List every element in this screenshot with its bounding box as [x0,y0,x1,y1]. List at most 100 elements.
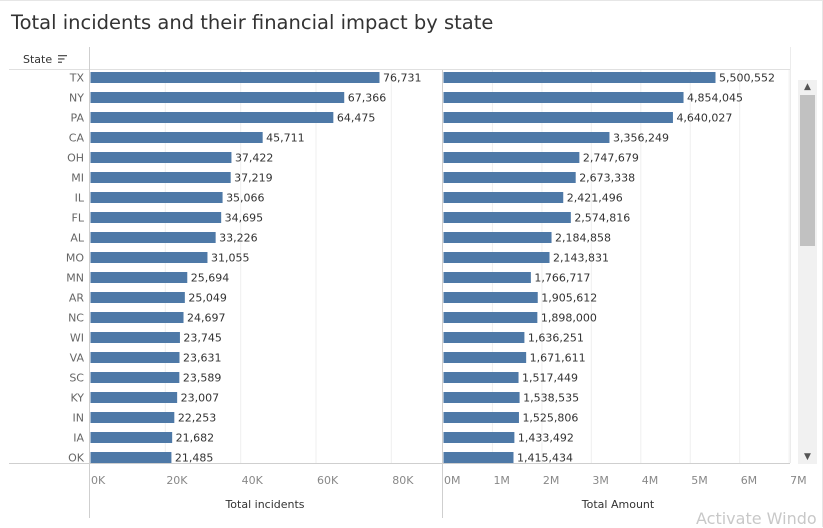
amount-value-label-pa: 4,640,027 [676,112,732,125]
incidents-bar-sc [90,372,180,383]
row-label-sc: SC [69,372,84,385]
grid-layer [164,70,790,463]
amount-bar-fl [443,212,571,223]
incidents-bar-tx [90,72,380,83]
incidents-value-label-va: 23,631 [183,352,222,365]
row-label-ny: NY [69,92,84,105]
sort-icon[interactable] [58,55,67,63]
state-header: State [23,53,67,66]
row-label-ar: AR [69,292,85,305]
row-label-ia: IA [73,432,84,445]
amount-bar-ia [443,432,515,443]
amount-bar-ar [443,292,538,303]
amount-bar-ca [443,132,610,143]
incidents-value-label-il: 35,066 [226,192,265,205]
incidents-bar-oh [90,152,232,163]
activate-windows-watermark: Activate Windo [696,509,817,528]
scroll-thumb[interactable] [800,95,815,246]
amount-value-label-sc: 1,517,449 [522,372,578,385]
incidents-value-label-ky: 23,007 [181,392,220,405]
amount-axis-title: Total Amount [581,498,655,511]
amount-bar-ky [443,392,520,403]
state-header-label[interactable]: State [23,53,52,66]
amount-bar-mn [443,272,531,283]
incidents-value-label-mi: 37,219 [234,172,273,185]
amount-tick-label: 1M [493,474,510,487]
amount-tick-label: 7M [790,474,807,487]
amount-bar-ok [443,452,514,463]
amount-bar-mo [443,252,550,263]
incidents-tick-label: 0K [91,474,106,487]
amount-bar-pa [443,112,673,123]
incidents-bar-ny [90,92,345,103]
amount-bar-in [443,412,519,423]
incidents-value-label-sc: 23,589 [183,372,222,385]
incidents-value-label-oh: 37,422 [235,152,274,165]
incidents-bar-ky [90,392,178,403]
incidents-value-label-pa: 64,475 [337,112,376,125]
incidents-value-label-in: 22,253 [178,412,217,425]
scroll-up-icon[interactable]: ▲ [804,82,811,92]
incidents-value-label-nc: 24,697 [187,312,226,325]
frame-top-border [0,0,823,1]
amount-value-label-wi: 1,636,251 [528,332,584,345]
amount-bar-sc [443,372,519,383]
incidents-value-label-wi: 23,745 [183,332,222,345]
amount-bar-il [443,192,564,203]
incidents-bar-wi [90,332,180,343]
amount-value-label-il: 2,421,496 [567,192,623,205]
amount-value-label-mo: 2,143,831 [553,252,609,265]
row-label-ky: KY [70,392,84,405]
amount-value-label-tx: 5,500,552 [719,72,775,85]
incidents-bar-il [90,192,223,203]
amount-tick-label: 3M [592,474,609,487]
row-label-al: AL [70,232,85,245]
row-label-mi: MI [71,172,84,185]
amount-bar-nc [443,312,538,323]
amount-value-label-ca: 3,356,249 [613,132,669,145]
scroll-down-icon[interactable]: ▼ [804,452,811,462]
amount-bar-al [443,232,552,243]
incidents-value-label-mn: 25,694 [191,272,230,285]
amount-bar-tx [443,72,716,83]
amount-bar-wi [443,332,525,343]
incidents-bar-ok [90,452,172,463]
amount-value-label-ok: 1,415,434 [517,452,573,465]
incidents-value-label-ny: 67,366 [348,92,387,105]
amount-tick-label: 5M [691,474,708,487]
incidents-tick-label: 40K [242,474,264,487]
row-label-oh: OH [67,152,84,165]
x-axes: 0K 20K 40K 60K 80K Total incidents 0M 1M 2M 3M 4M 5… [91,474,807,511]
row-label-va: VA [70,352,85,365]
incidents-bar-va [90,352,180,363]
amount-value-label-va: 1,671,611 [530,352,586,365]
vertical-scrollbar[interactable]: ▲ ▼ [798,80,817,464]
incidents-bar-al [90,232,216,243]
amount-value-label-ny: 4,854,045 [687,92,743,105]
incidents-bar-mo [90,252,208,263]
amount-value-label-ky: 1,538,535 [523,392,579,405]
incidents-value-label-ca: 45,711 [266,132,305,145]
incidents-bar-ca [90,132,263,143]
amount-value-label-ar: 1,905,612 [541,292,597,305]
row-label-fl: FL [72,212,85,225]
amount-bar-mi [443,172,576,183]
incidents-value-label-ok: 21,485 [175,452,214,465]
amount-bar-va [443,352,527,363]
row-labels: TX NY PA CA OH MI IL FL AL MO MN AR NC WI VA SC KY IN IA OK [66,72,85,465]
row-label-ok: OK [68,452,85,465]
incidents-panel: 76,731 67,366 64,475 45,711 37,422 37,219 35,0… [90,72,422,465]
row-label-nc: NC [68,312,84,325]
row-label-il: IL [75,192,85,205]
amount-value-label-mi: 2,673,338 [579,172,635,185]
incidents-bar-ar [90,292,185,303]
incidents-value-label-mo: 31,055 [211,252,250,265]
amount-value-label-nc: 1,898,000 [541,312,597,325]
incidents-tick-label: 80K [392,474,414,487]
row-label-in: IN [73,412,84,425]
amount-value-label-oh: 2,747,679 [583,152,639,165]
amount-tick-label: 2M [543,474,560,487]
incidents-value-label-tx: 76,731 [383,72,422,85]
row-label-mo: MO [66,252,84,265]
